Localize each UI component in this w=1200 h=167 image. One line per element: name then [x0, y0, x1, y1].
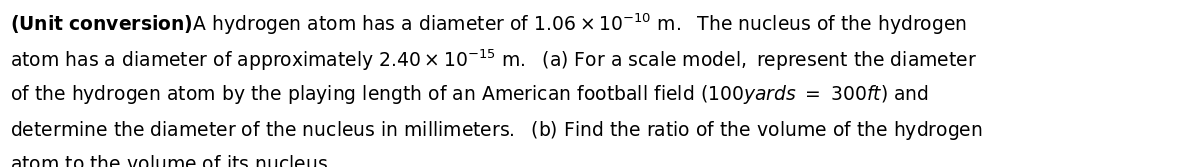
- Text: $\mathrm{of\ the\ hydrogen\ atom\ by\ the\ playing\ length\ of\ an\ American\ fo: $\mathrm{of\ the\ hydrogen\ atom\ by\ th…: [10, 84, 929, 107]
- Text: $\mathrm{determine\ the\ diameter\ of\ the\ nucleus\ in\ millimeters.\ \ (b)\ Fi: $\mathrm{determine\ the\ diameter\ of\ t…: [10, 119, 983, 142]
- Text: $\mathbf{(Unit\ conversion)}\mathrm{A\ hydrogen\ atom\ has\ a\ diameter\ of\ 1.0: $\mathbf{(Unit\ conversion)}\mathrm{A\ h…: [10, 12, 967, 37]
- Text: $\mathrm{atom\ has\ a\ diameter\ of\ approximately\ 2.40 \times 10^{-15}\ m.\ \ : $\mathrm{atom\ has\ a\ diameter\ of\ app…: [10, 48, 977, 73]
- Text: $\mathrm{atom\ to\ the\ volume\ of\ its\ nucleus.}$: $\mathrm{atom\ to\ the\ volume\ of\ its\…: [10, 155, 332, 167]
